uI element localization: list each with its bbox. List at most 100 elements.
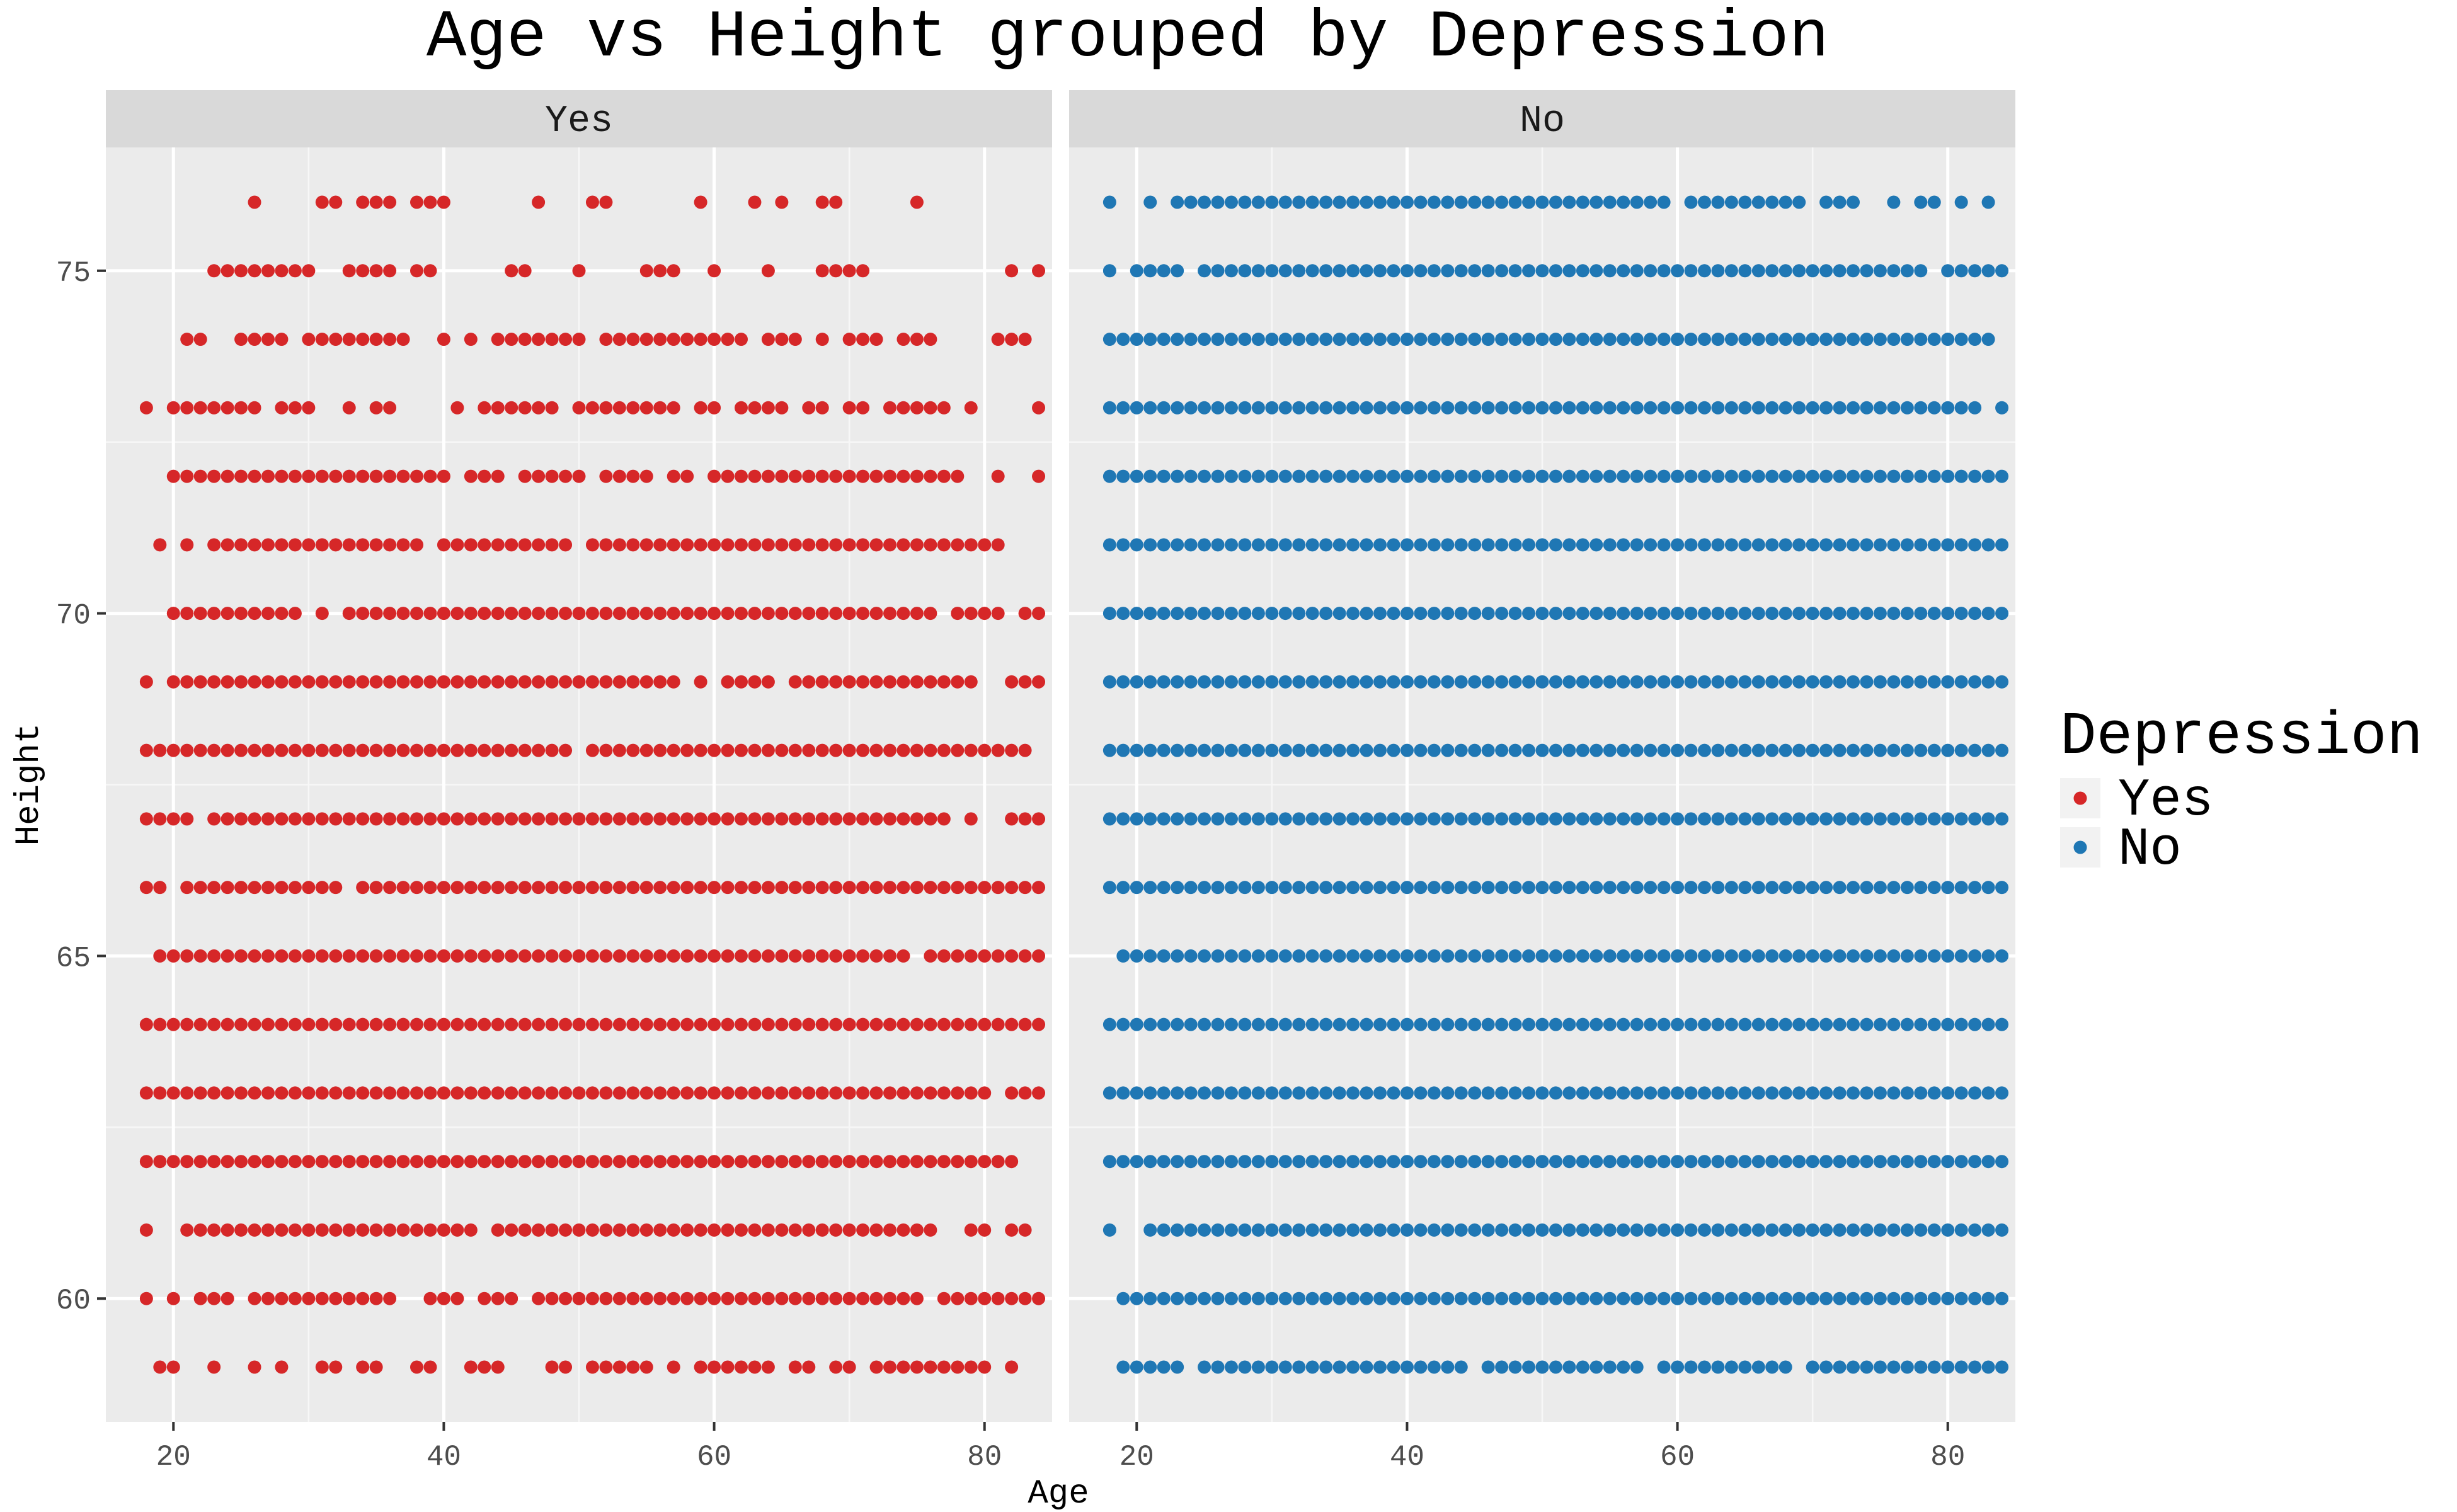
data-point <box>1130 1360 1143 1374</box>
data-point <box>1130 469 1143 483</box>
data-point <box>1198 881 1211 895</box>
data-point <box>220 675 234 689</box>
data-point <box>964 675 978 689</box>
data-point <box>937 812 951 826</box>
data-point <box>1697 1292 1711 1305</box>
data-point <box>910 333 924 346</box>
data-point <box>775 401 789 415</box>
data-point <box>1332 607 1346 621</box>
data-point <box>1535 538 1549 552</box>
data-point <box>180 1155 194 1169</box>
data-point <box>1833 1017 1847 1031</box>
data-point <box>545 538 559 552</box>
data-point <box>180 675 194 689</box>
data-point <box>1522 1155 1536 1169</box>
data-point <box>1549 1360 1562 1374</box>
data-point <box>1711 401 1725 415</box>
data-point <box>437 195 450 209</box>
data-point <box>1617 264 1630 278</box>
data-point <box>1005 1223 1019 1237</box>
data-point <box>1387 1292 1400 1305</box>
data-point <box>788 469 802 483</box>
data-point <box>991 333 1005 346</box>
data-point <box>1873 607 1887 621</box>
data-point <box>1833 812 1847 826</box>
data-point <box>572 333 586 346</box>
data-point <box>1130 743 1143 757</box>
data-point <box>342 538 356 552</box>
data-point <box>1427 1155 1441 1169</box>
data-point <box>1400 1155 1414 1169</box>
data-point <box>180 812 194 826</box>
data-point <box>1927 538 1941 552</box>
data-point <box>883 1292 897 1305</box>
data-point <box>1617 1155 1630 1169</box>
data-point <box>721 607 735 621</box>
data-point <box>1589 1360 1603 1374</box>
data-point <box>1589 469 1603 483</box>
data-point <box>748 949 762 963</box>
data-point <box>464 1360 478 1374</box>
data-point <box>356 1086 370 1100</box>
data-point <box>329 1360 343 1374</box>
data-point <box>1143 675 1157 689</box>
data-point <box>1238 333 1252 346</box>
data-point <box>1535 675 1549 689</box>
data-point <box>1400 333 1414 346</box>
data-point <box>207 264 221 278</box>
data-point <box>1224 195 1238 209</box>
data-point <box>275 1360 289 1374</box>
data-point <box>829 1017 843 1031</box>
data-point <box>1468 1292 1482 1305</box>
data-point <box>1847 1086 1860 1100</box>
data-point <box>450 812 464 826</box>
data-point <box>1157 401 1171 415</box>
data-point <box>1292 1086 1306 1100</box>
data-point <box>1968 1223 1982 1237</box>
data-point <box>1995 469 2009 483</box>
data-point <box>1617 881 1630 895</box>
data-point <box>1630 812 1644 826</box>
data-point <box>1941 264 1955 278</box>
chart-title: Age vs Height grouped by Depression <box>427 0 1829 76</box>
data-point <box>1576 607 1589 621</box>
data-point <box>1278 333 1292 346</box>
data-point <box>275 538 289 552</box>
data-point <box>1981 195 1995 209</box>
data-point <box>1130 333 1143 346</box>
data-point <box>802 1223 816 1237</box>
data-point <box>1184 1086 1198 1100</box>
data-point <box>1778 1017 1792 1031</box>
data-point <box>1414 812 1428 826</box>
data-point <box>220 607 234 621</box>
data-point <box>1671 469 1685 483</box>
data-point <box>1549 743 1562 757</box>
data-point <box>1265 1223 1279 1237</box>
data-point <box>1657 1017 1671 1031</box>
data-point <box>1171 195 1184 209</box>
data-point <box>369 1086 383 1100</box>
data-point <box>1954 264 1968 278</box>
data-point <box>491 881 505 895</box>
data-point <box>1130 607 1143 621</box>
data-point <box>1224 1155 1238 1169</box>
data-point <box>1562 1360 1576 1374</box>
data-point <box>1032 1086 1046 1100</box>
data-point <box>193 675 207 689</box>
data-point <box>991 949 1005 963</box>
data-point <box>437 949 450 963</box>
data-point <box>1319 1155 1333 1169</box>
data-point <box>505 743 518 757</box>
data-point <box>1697 743 1711 757</box>
data-point <box>1251 1292 1265 1305</box>
data-point <box>694 1292 707 1305</box>
data-point <box>356 1155 370 1169</box>
data-point <box>910 469 924 483</box>
data-point <box>1954 675 1968 689</box>
data-point <box>491 1155 505 1169</box>
data-point <box>1981 469 1995 483</box>
data-point <box>1981 1360 1995 1374</box>
data-point <box>639 264 653 278</box>
data-point <box>396 1086 410 1100</box>
data-point <box>1414 743 1428 757</box>
